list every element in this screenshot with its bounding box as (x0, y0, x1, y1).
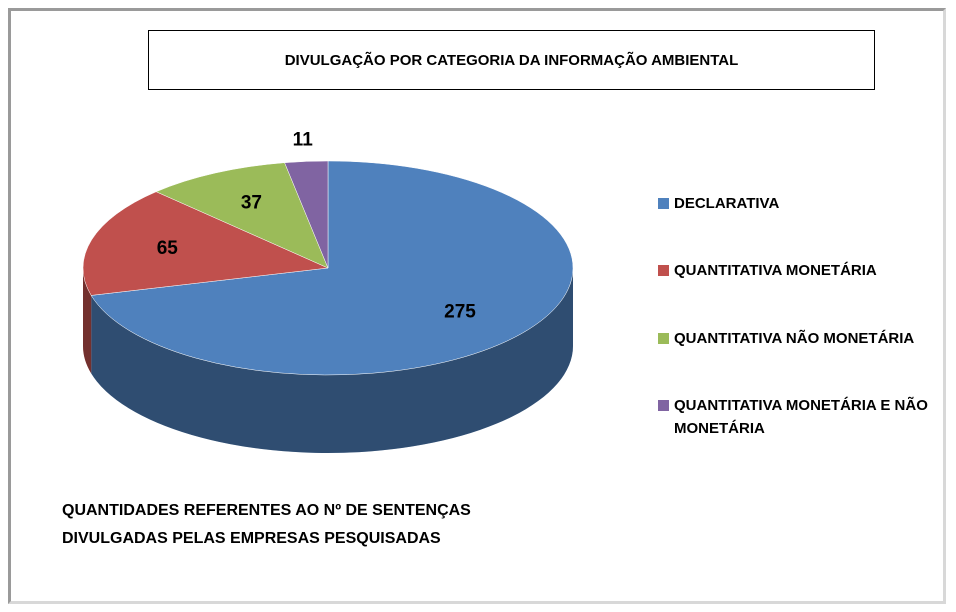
chart-frame (8, 8, 946, 604)
slice (284, 160, 329, 269)
slice-side (91, 268, 574, 453)
legend-swatch (658, 333, 669, 344)
legend-item: DECLARATIVA (658, 192, 948, 215)
data-label: 11 (293, 129, 314, 150)
slice (90, 160, 574, 376)
legend-label: QUANTITATIVA MONETÁRIA (674, 262, 877, 279)
legend-label: QUANTITATIVA MONETÁRIA E NÃO MONETÁRIA (674, 397, 928, 437)
data-label: 37 (241, 192, 262, 213)
slice (155, 162, 329, 269)
legend-swatch (658, 265, 669, 276)
legend-swatch (658, 198, 669, 209)
legend-label: DECLARATIVA (674, 195, 780, 212)
chart-title: DIVULGAÇÃO POR CATEGORIA DA INFORMAÇÃO A… (148, 30, 875, 90)
slice-shade (91, 268, 574, 453)
legend-item: QUANTITATIVA MONETÁRIA (658, 259, 948, 282)
annotation: QUANTIDADES REFERENTES AO Nº DE SENTENÇA… (62, 502, 471, 547)
legend-label: QUANTITATIVA NÃO MONETÁRIA (674, 330, 915, 347)
legend-swatch (658, 400, 669, 411)
data-label: 275 (444, 301, 476, 322)
legend-item: QUANTITATIVA MONETÁRIA E NÃO MONETÁRIA (658, 394, 948, 440)
data-label: 65 (157, 238, 179, 259)
slice-shade (83, 268, 92, 374)
legend-item: QUANTITATIVA NÃO MONETÁRIA (658, 327, 948, 350)
slice (82, 191, 329, 296)
slice-side (83, 268, 92, 374)
